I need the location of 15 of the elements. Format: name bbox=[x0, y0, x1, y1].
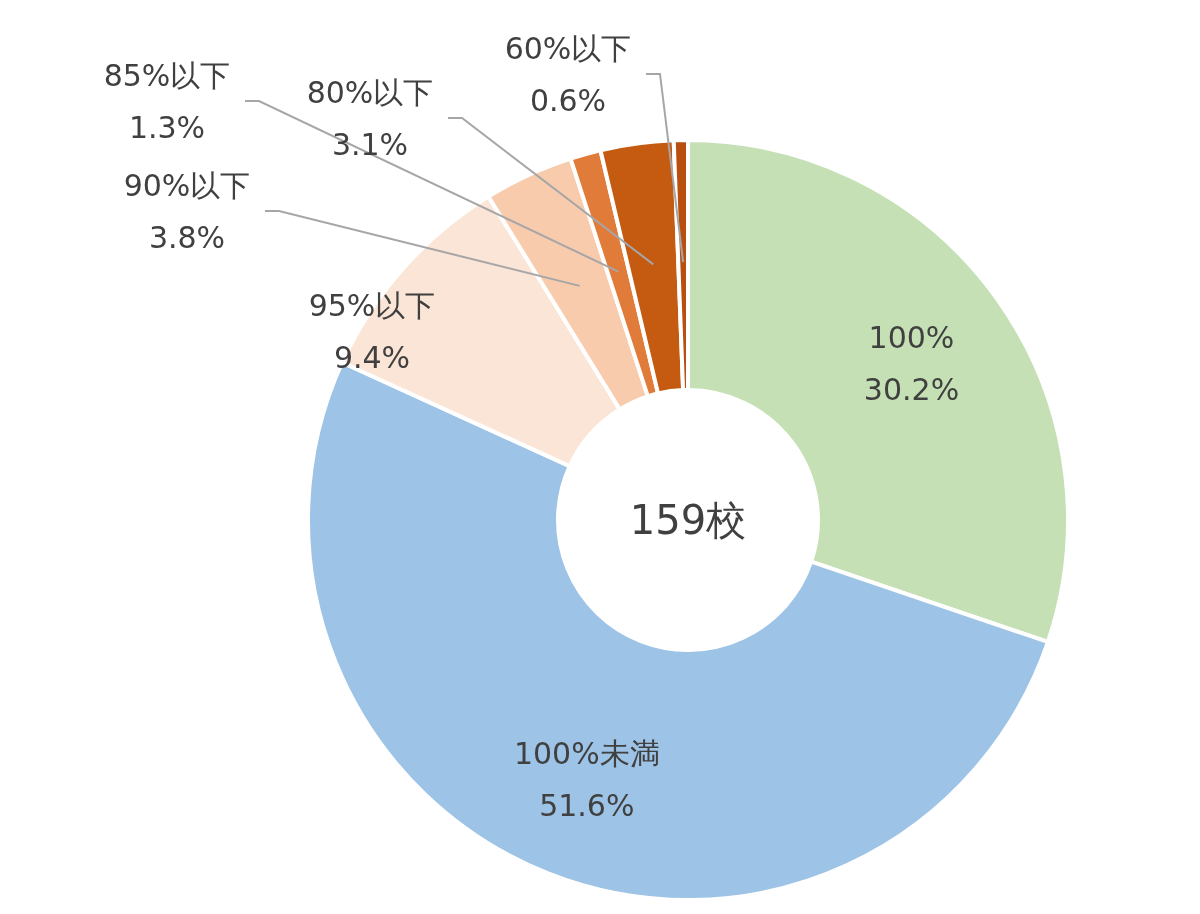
slice-label: 80%以下 bbox=[306, 74, 434, 110]
data-label: 1.3% bbox=[128, 109, 206, 145]
data-label: 30.2% bbox=[863, 372, 960, 408]
slice-label: 60%以下 bbox=[504, 30, 632, 66]
data-label: 0.6% bbox=[529, 82, 607, 118]
slice-label: 100%未満 bbox=[513, 736, 660, 772]
data-label: 3.8% bbox=[148, 219, 226, 255]
slice-label: 95%以下 bbox=[308, 287, 436, 323]
data-label: 9.4% bbox=[333, 339, 411, 375]
slice-label: 100% bbox=[868, 320, 955, 356]
text: 159校 bbox=[629, 497, 747, 543]
slice-label: 90%以下 bbox=[123, 167, 251, 203]
slice-label: 85%以下 bbox=[103, 57, 231, 93]
data-label: 3.1% bbox=[331, 126, 409, 162]
data-label: 51.6% bbox=[539, 788, 635, 824]
